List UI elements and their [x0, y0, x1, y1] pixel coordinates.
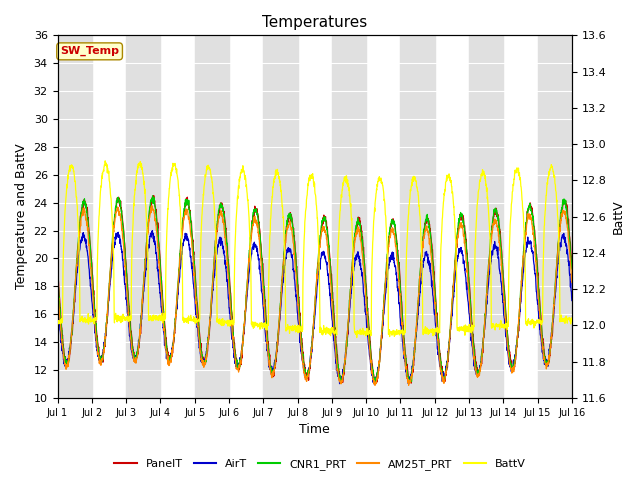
Y-axis label: BattV: BattV — [612, 199, 625, 234]
Bar — [126, 36, 161, 398]
Legend: PanelT, AirT, CNR1_PRT, AM25T_PRT, BattV: PanelT, AirT, CNR1_PRT, AM25T_PRT, BattV — [110, 455, 530, 474]
Bar — [401, 36, 435, 398]
Bar — [469, 36, 503, 398]
Bar — [538, 36, 572, 398]
X-axis label: Time: Time — [300, 423, 330, 436]
Bar — [332, 36, 366, 398]
Y-axis label: Temperature and BattV: Temperature and BattV — [15, 144, 28, 289]
Bar — [263, 36, 298, 398]
Text: SW_Temp: SW_Temp — [60, 46, 119, 57]
Bar — [195, 36, 229, 398]
Title: Temperatures: Temperatures — [262, 15, 367, 30]
Bar — [58, 36, 92, 398]
